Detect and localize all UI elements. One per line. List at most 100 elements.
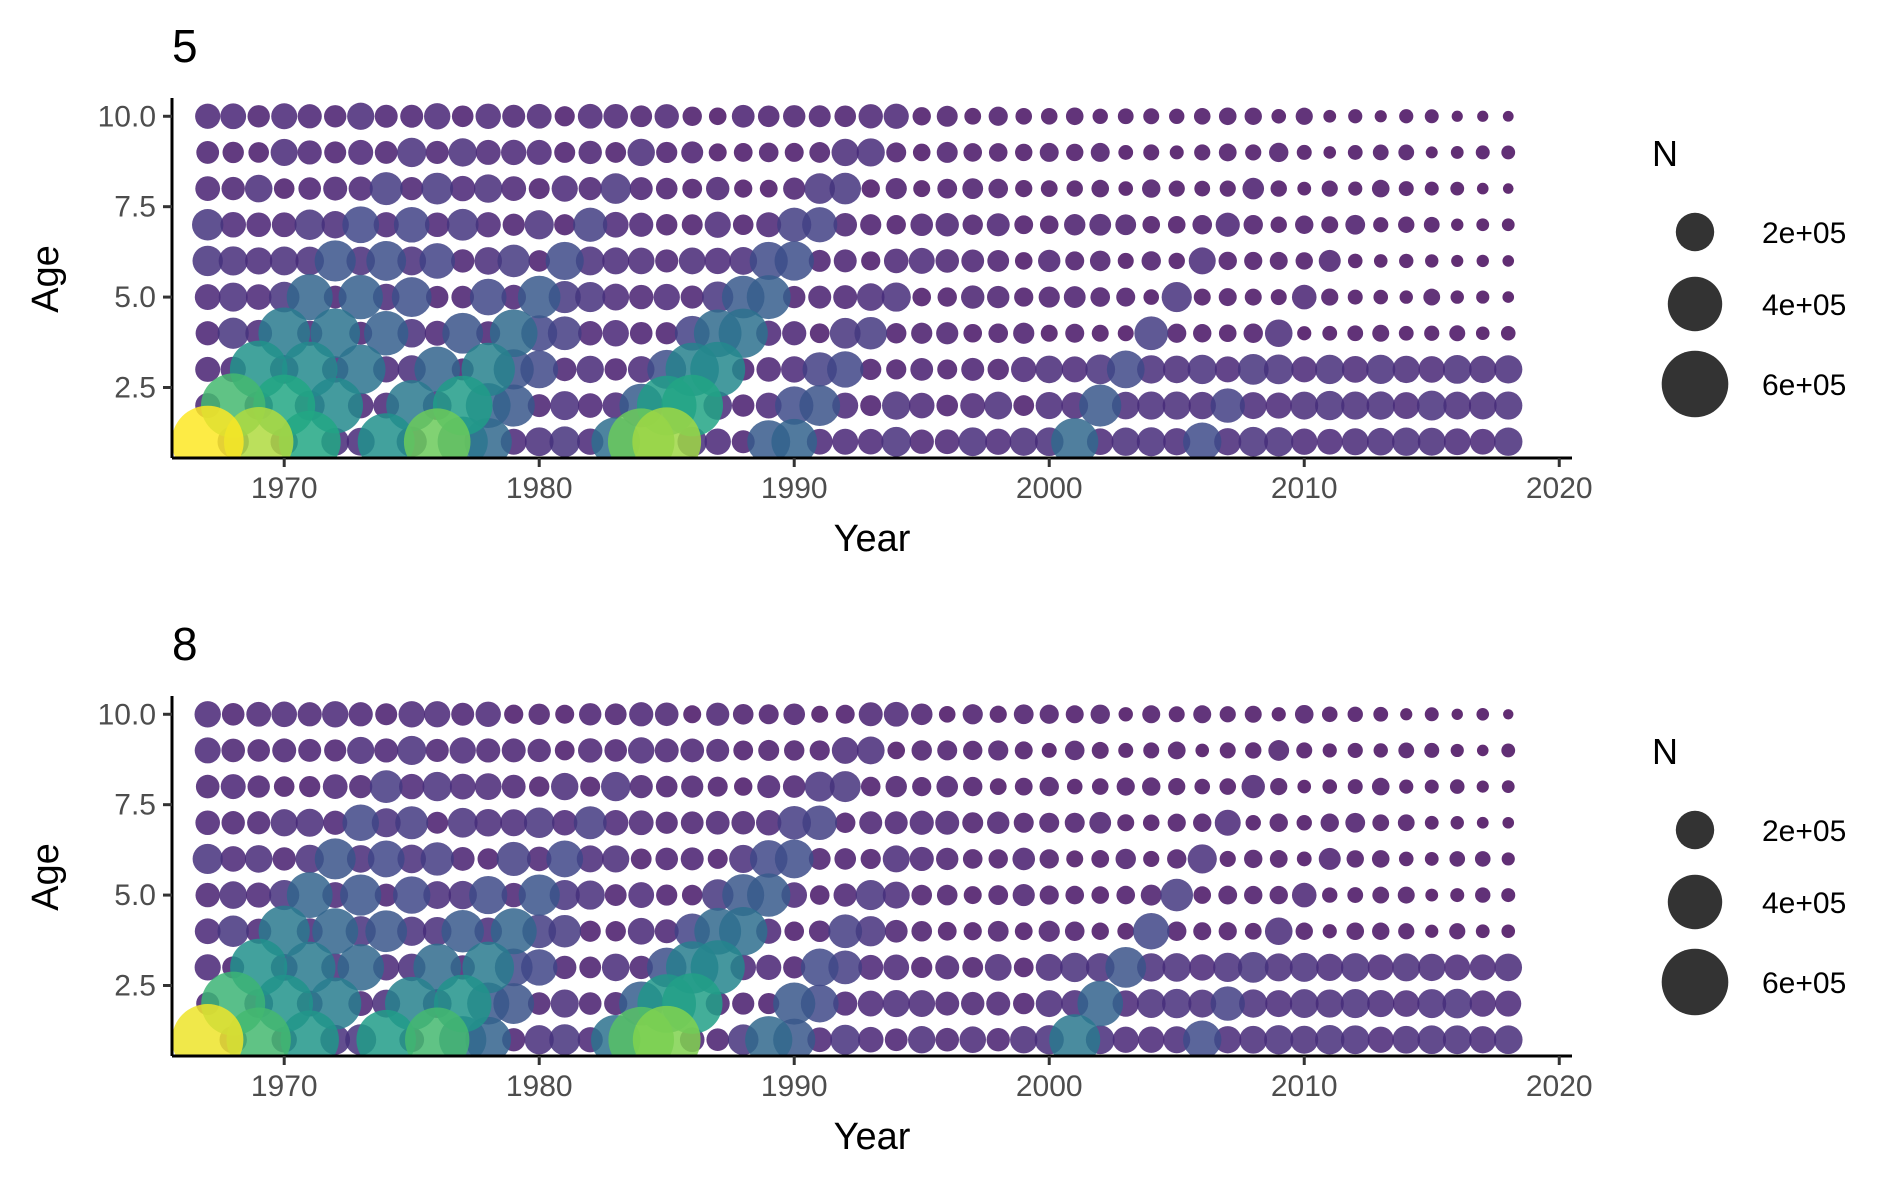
data-point	[911, 884, 933, 906]
data-point	[629, 212, 654, 237]
data-point	[783, 703, 806, 726]
data-point	[1244, 849, 1263, 869]
legend-key	[1667, 874, 1723, 930]
y-tick-label: 2.5	[114, 371, 156, 404]
data-point	[1469, 954, 1496, 981]
data-point	[1443, 428, 1471, 456]
data-point	[1137, 355, 1166, 384]
data-point	[783, 105, 806, 128]
data-point	[1117, 922, 1135, 940]
data-point	[781, 356, 808, 383]
data-point	[961, 249, 985, 273]
data-point	[936, 847, 959, 871]
data-point	[172, 405, 244, 458]
data-point	[371, 808, 401, 838]
data-point	[426, 285, 449, 309]
data-point	[1476, 780, 1489, 793]
data-point	[1501, 852, 1515, 866]
data-point	[629, 177, 653, 201]
data-point	[369, 770, 403, 803]
data-point	[548, 914, 582, 948]
data-point	[1392, 953, 1421, 982]
data-point	[474, 247, 503, 275]
data-point	[757, 105, 780, 128]
data-point	[1063, 286, 1086, 308]
data-point	[1245, 144, 1262, 161]
data-point	[883, 103, 909, 129]
data-point	[1347, 145, 1363, 160]
data-point	[1244, 288, 1262, 306]
data-point	[909, 846, 934, 872]
data-point	[1169, 108, 1185, 124]
data-point	[833, 249, 857, 273]
data-point	[1269, 885, 1288, 905]
data-point	[1168, 180, 1185, 197]
data-point	[629, 774, 653, 799]
data-point	[375, 703, 398, 726]
data-point	[579, 920, 601, 942]
data-point	[1160, 878, 1194, 912]
data-point	[1424, 707, 1439, 722]
data-point	[220, 103, 247, 130]
data-point	[1143, 144, 1160, 161]
data-point	[1265, 990, 1293, 1018]
data-point	[733, 143, 753, 162]
data-point	[1117, 814, 1135, 832]
data-point	[1289, 952, 1319, 982]
data-point	[908, 392, 935, 419]
x-tick-label: 2000	[1016, 472, 1083, 505]
data-point	[682, 178, 703, 199]
data-point	[247, 775, 270, 798]
data-point	[220, 774, 246, 800]
data-point	[1340, 1025, 1370, 1055]
data-point	[1424, 181, 1439, 196]
data-point	[1372, 922, 1390, 940]
data-point	[219, 881, 248, 909]
data-point	[1218, 251, 1237, 271]
data-point	[1245, 742, 1262, 759]
data-point	[1116, 885, 1136, 905]
data-point	[706, 176, 730, 201]
data-point	[297, 702, 322, 727]
data-point	[518, 874, 560, 916]
data-point	[855, 879, 886, 911]
data-point	[1449, 779, 1465, 794]
data-point	[1340, 953, 1370, 982]
data-point	[1134, 316, 1169, 351]
data-point	[1049, 1014, 1101, 1056]
data-point	[400, 104, 424, 128]
data-point	[732, 703, 754, 725]
data-point	[654, 104, 679, 129]
data-point	[629, 702, 654, 727]
data-point	[1348, 181, 1363, 196]
data-point	[828, 914, 863, 949]
data-point	[808, 920, 831, 943]
data-point	[1137, 391, 1166, 420]
data-point	[1451, 218, 1464, 231]
data-point	[1167, 813, 1186, 832]
data-point	[963, 323, 983, 343]
data-point	[398, 701, 425, 728]
data-point	[1268, 740, 1290, 761]
data-point	[195, 356, 221, 382]
data-point	[704, 211, 731, 238]
data-point	[784, 142, 804, 162]
data-point	[1143, 289, 1160, 305]
data-point	[655, 811, 678, 834]
data-point	[337, 944, 385, 991]
data-point	[908, 247, 935, 274]
data-point	[403, 408, 471, 458]
legend-label: 4e+05	[1762, 887, 1846, 920]
data-point	[529, 776, 550, 797]
data-point	[1347, 706, 1363, 722]
data-point	[578, 738, 603, 763]
data-point	[1494, 391, 1523, 420]
data-point	[297, 104, 322, 129]
data-point	[988, 885, 1009, 905]
data-point	[1162, 355, 1191, 384]
data-point	[1373, 706, 1389, 722]
data-point	[1013, 957, 1034, 978]
data-point	[194, 737, 221, 764]
data-point	[1039, 215, 1059, 235]
data-point	[936, 141, 958, 163]
